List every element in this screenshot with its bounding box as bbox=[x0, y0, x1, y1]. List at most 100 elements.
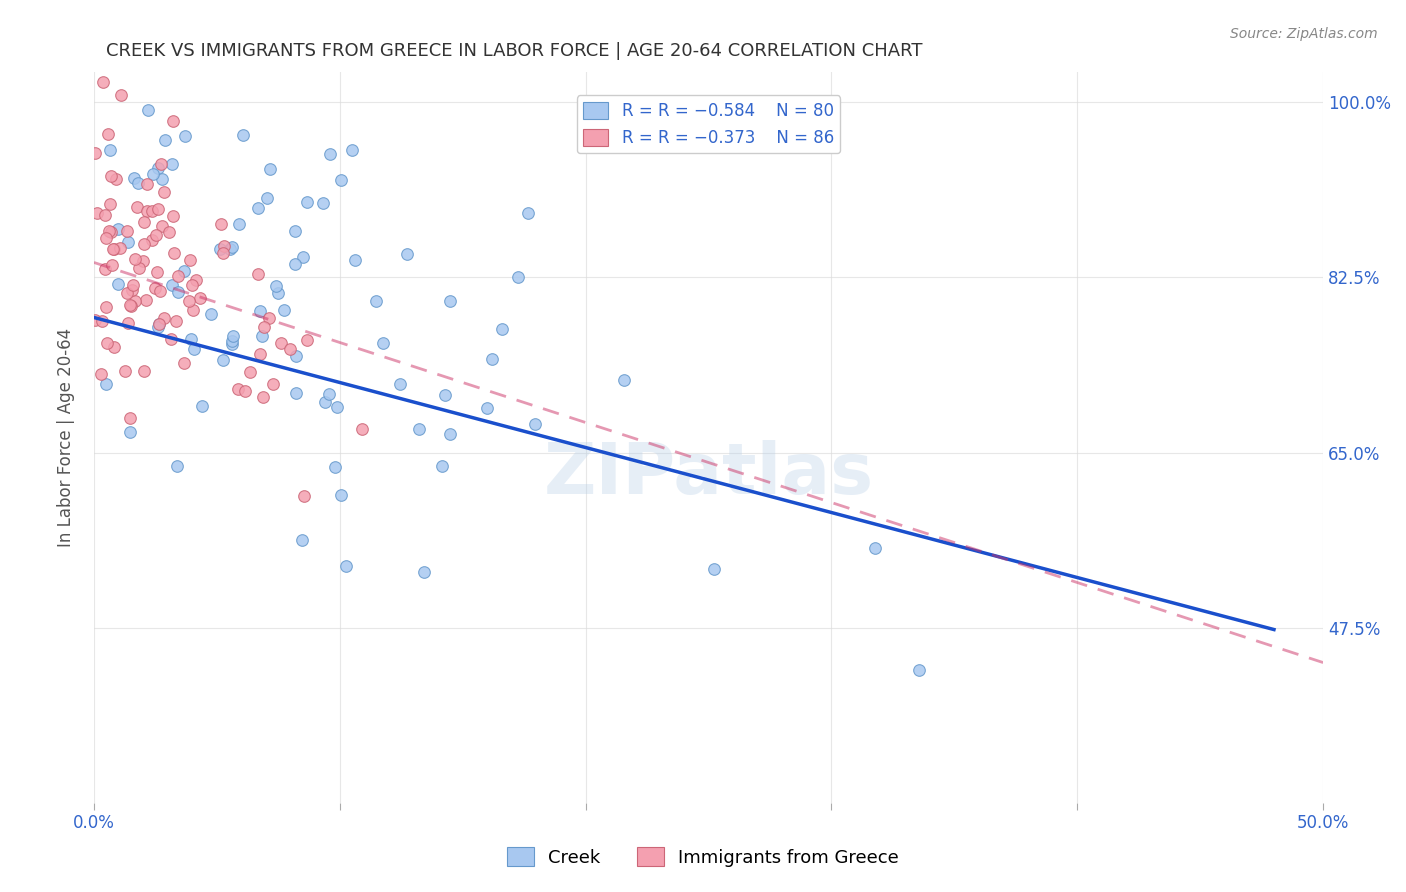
Point bbox=[291, 250, 314, 264]
Point bbox=[318, 386, 340, 401]
Point bbox=[94, 377, 117, 392]
Point bbox=[371, 336, 394, 351]
Point bbox=[323, 460, 346, 475]
Point bbox=[160, 332, 183, 346]
Point bbox=[200, 307, 222, 321]
Point bbox=[270, 336, 292, 351]
Point bbox=[253, 319, 276, 334]
Point bbox=[145, 265, 167, 279]
Point bbox=[96, 335, 118, 350]
Point bbox=[86, 206, 108, 220]
Point bbox=[395, 247, 418, 261]
Point bbox=[124, 293, 146, 308]
Point bbox=[97, 127, 120, 141]
Point bbox=[108, 241, 131, 255]
Point bbox=[135, 293, 157, 307]
Point bbox=[163, 246, 186, 260]
Point bbox=[340, 143, 363, 157]
Point bbox=[118, 425, 141, 439]
Point bbox=[145, 227, 167, 242]
Point bbox=[174, 129, 197, 144]
Point bbox=[150, 219, 173, 234]
Point bbox=[183, 343, 205, 357]
Point bbox=[330, 488, 353, 502]
Point bbox=[166, 269, 188, 284]
Point bbox=[153, 133, 176, 147]
Point bbox=[141, 233, 163, 247]
Point bbox=[295, 334, 318, 348]
Point bbox=[439, 294, 461, 309]
Point bbox=[90, 367, 112, 381]
Point bbox=[120, 411, 142, 425]
Point bbox=[98, 197, 121, 211]
Point bbox=[179, 252, 201, 267]
Text: ZIPatlas: ZIPatlas bbox=[544, 440, 873, 508]
Point bbox=[135, 177, 157, 191]
Point bbox=[136, 103, 159, 117]
Point bbox=[157, 225, 180, 239]
Point bbox=[319, 147, 342, 161]
Point bbox=[221, 334, 243, 349]
Point bbox=[128, 260, 150, 275]
Point bbox=[249, 347, 271, 361]
Point bbox=[148, 317, 170, 331]
Text: CREEK VS IMMIGRANTS FROM GREECE IN LABOR FORCE | AGE 20-64 CORRELATION CHART: CREEK VS IMMIGRANTS FROM GREECE IN LABOR… bbox=[107, 42, 922, 60]
Point bbox=[98, 143, 121, 157]
Point bbox=[141, 204, 163, 219]
Point bbox=[100, 225, 122, 239]
Point bbox=[184, 273, 207, 287]
Point bbox=[212, 353, 235, 368]
Point bbox=[132, 237, 155, 252]
Point bbox=[173, 356, 195, 370]
Point bbox=[152, 310, 174, 325]
Point bbox=[114, 364, 136, 378]
Point bbox=[524, 417, 547, 431]
Point bbox=[221, 328, 243, 343]
Point bbox=[249, 304, 271, 318]
Point bbox=[278, 342, 301, 356]
Point bbox=[335, 559, 357, 574]
Point bbox=[160, 157, 183, 171]
Y-axis label: In Labor Force | Age 20-64: In Labor Force | Age 20-64 bbox=[58, 328, 75, 547]
Point bbox=[103, 242, 125, 256]
Point bbox=[132, 215, 155, 229]
Point bbox=[101, 258, 124, 272]
Point bbox=[389, 377, 412, 392]
Point bbox=[117, 235, 139, 249]
Point bbox=[118, 297, 141, 311]
Point bbox=[132, 364, 155, 378]
Point bbox=[122, 171, 145, 186]
Point bbox=[91, 313, 114, 327]
Point bbox=[295, 195, 318, 210]
Point bbox=[160, 278, 183, 293]
Point bbox=[104, 172, 127, 186]
Point bbox=[146, 161, 169, 175]
Point bbox=[83, 313, 105, 327]
Point bbox=[267, 285, 290, 300]
Point bbox=[477, 401, 499, 416]
Point bbox=[284, 386, 307, 401]
Point bbox=[252, 328, 274, 343]
Point bbox=[294, 489, 316, 503]
Point bbox=[481, 352, 503, 367]
Point bbox=[153, 185, 176, 199]
Point bbox=[212, 239, 235, 253]
Point bbox=[433, 387, 456, 401]
Point bbox=[94, 231, 117, 245]
Point bbox=[439, 427, 461, 442]
Point bbox=[273, 303, 295, 318]
Point bbox=[344, 253, 367, 268]
Point bbox=[180, 332, 202, 346]
Point bbox=[491, 321, 513, 335]
Point bbox=[167, 285, 190, 299]
Point bbox=[162, 210, 184, 224]
Point bbox=[136, 204, 159, 219]
Legend: R = R = −0.584    N = 80, R = R = −0.373    N = 86: R = R = −0.584 N = 80, R = R = −0.373 N … bbox=[576, 95, 841, 153]
Legend: Creek, Immigrants from Greece: Creek, Immigrants from Greece bbox=[499, 840, 907, 874]
Point bbox=[107, 222, 129, 236]
Point bbox=[98, 224, 121, 238]
Point bbox=[142, 168, 165, 182]
Point bbox=[149, 157, 172, 171]
Point bbox=[107, 277, 129, 291]
Point bbox=[226, 382, 249, 396]
